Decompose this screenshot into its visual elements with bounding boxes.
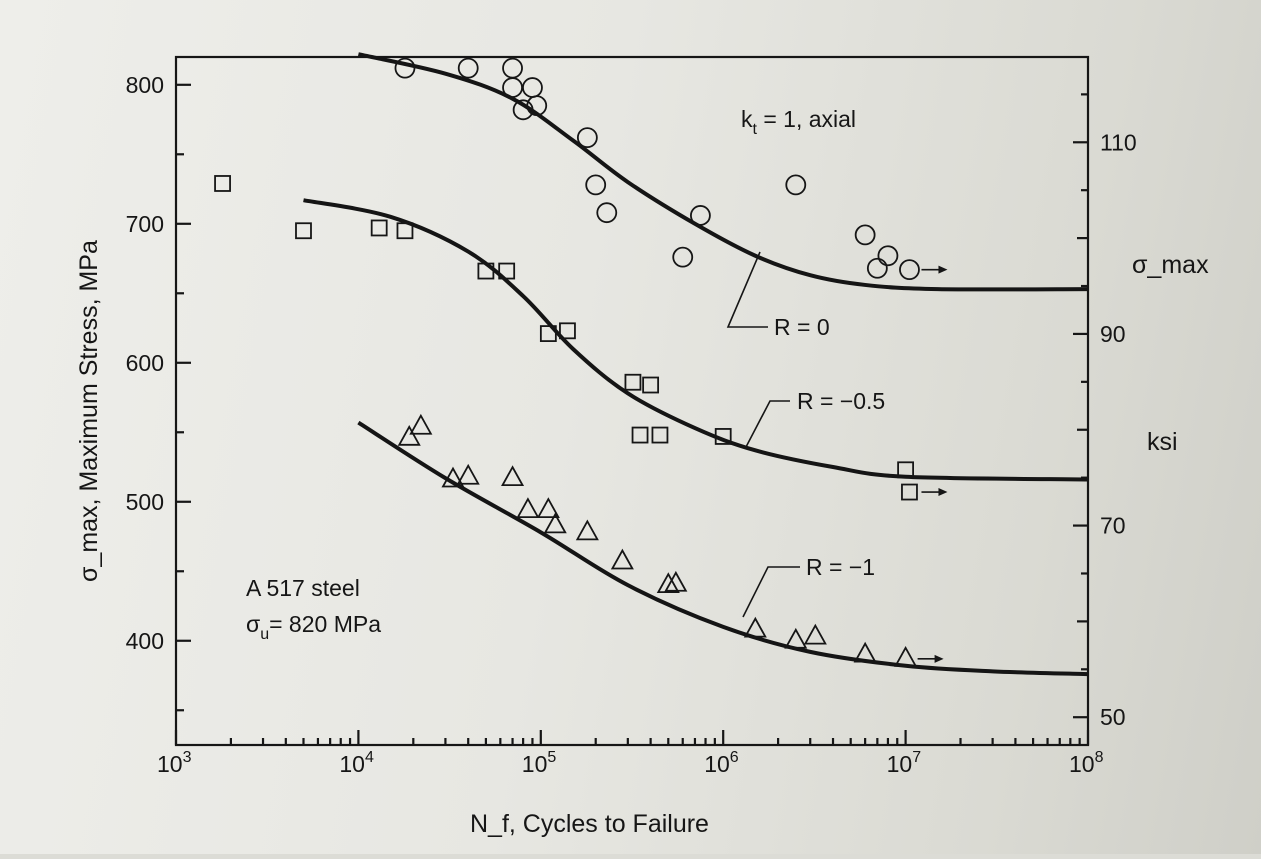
data-point-square [477, 262, 495, 280]
data-point-square [295, 222, 312, 240]
data-point-circle [526, 95, 548, 117]
y2-tick-label: 90 [1100, 321, 1126, 347]
data-point-circle [899, 259, 920, 281]
data-point-triangle [664, 570, 688, 592]
data-markers [214, 57, 948, 667]
data-point-triangle [456, 463, 480, 485]
data-point-circle [866, 257, 888, 279]
data-point-circle [576, 127, 598, 149]
data-point-square [901, 483, 918, 501]
curve-series-0 [357, 52, 1089, 292]
data-point-triangle [543, 512, 567, 534]
runout-arrowhead [934, 654, 944, 663]
data-point-square [624, 373, 642, 391]
data-point-circle [877, 245, 899, 267]
y-tick-label: 600 [126, 350, 164, 376]
data-point-square [214, 175, 231, 192]
y2-tick-label: 50 [1100, 704, 1126, 730]
series-label-r1: R = −1 [806, 554, 875, 580]
data-point-square [631, 426, 649, 444]
data-point-square [396, 222, 414, 240]
series-label-r0: R = 0 [774, 314, 830, 340]
y-tick-label: 500 [126, 489, 164, 515]
data-point-triangle [803, 623, 827, 645]
data-point-square [642, 376, 660, 394]
strength-annotation: σu= 820 MPa [246, 611, 381, 643]
data-point-square [651, 426, 669, 444]
kt-annotation: kt = 1, axial [741, 106, 856, 138]
x-tick-label: 106 [704, 749, 739, 777]
data-point-triangle [894, 645, 918, 667]
y2-axis-unit: ksi [1147, 428, 1178, 456]
y2-axis-title: σ_max [1132, 251, 1209, 279]
material-annotation: A 517 steel [246, 575, 360, 601]
data-point-triangle [656, 572, 680, 594]
data-point-triangle [516, 497, 540, 519]
data-point-circle [672, 246, 694, 268]
data-point-square [370, 219, 388, 237]
data-point-square [539, 325, 557, 342]
data-point-triangle [853, 641, 877, 663]
data-point-circle [457, 57, 479, 79]
data-point-triangle [536, 497, 560, 519]
data-point-circle [785, 174, 807, 196]
curve-series-1 [303, 198, 1089, 482]
data-point-circle [522, 77, 543, 98]
y-axis-left: 400 500 600 700 800 [126, 72, 191, 712]
data-point-triangle [575, 519, 599, 541]
data-point-circle [502, 77, 523, 98]
data-point-circle [512, 99, 534, 121]
data-point-triangle [784, 627, 808, 649]
y-tick-label: 400 [126, 628, 164, 654]
x-axis-title: N_f, Cycles to Failure [470, 810, 709, 838]
y2-tick-label: 110 [1100, 129, 1137, 155]
data-point-triangle [441, 466, 465, 488]
plot-frame [174, 55, 1090, 747]
data-point-circle [394, 57, 416, 79]
data-point-circle [596, 202, 618, 224]
leader-r05 [745, 400, 790, 448]
data-point-triangle [409, 413, 433, 435]
y-axis-right: 50 70 90 110 [1073, 93, 1137, 730]
data-point-square [559, 322, 576, 340]
series-label-r05: R = −0.5 [797, 388, 885, 414]
data-point-circle [502, 57, 523, 79]
x-tick-label: 105 [522, 749, 557, 777]
data-point-circle [690, 205, 711, 226]
x-tick-label: 103 [157, 749, 192, 777]
runout-arrowhead [938, 488, 948, 497]
y-axis-title: σ_max, Maximum Stress, MPa [75, 240, 103, 582]
leader-r1 [742, 566, 800, 618]
data-point-square [714, 428, 732, 445]
data-point-triangle [397, 424, 421, 446]
x-tick-label: 107 [887, 749, 922, 777]
data-point-circle [854, 224, 876, 246]
leader-r0 [726, 251, 768, 328]
runout-arrowhead [938, 265, 948, 274]
data-point-triangle [501, 465, 525, 487]
y-tick-label: 800 [126, 72, 164, 98]
x-tick-label: 108 [1069, 749, 1104, 777]
y2-tick-label: 70 [1100, 513, 1126, 539]
data-point-triangle [743, 616, 767, 638]
data-point-circle [585, 174, 607, 196]
x-tick-label: 104 [339, 749, 374, 777]
curve-series-2 [357, 420, 1089, 677]
x-axis: 103 104 105 106 107 108 [157, 730, 1104, 777]
data-point-square [897, 461, 914, 479]
fitted-curves [303, 52, 1089, 677]
y-tick-label: 700 [126, 211, 164, 237]
data-point-triangle [610, 548, 634, 570]
data-point-square [498, 262, 516, 280]
